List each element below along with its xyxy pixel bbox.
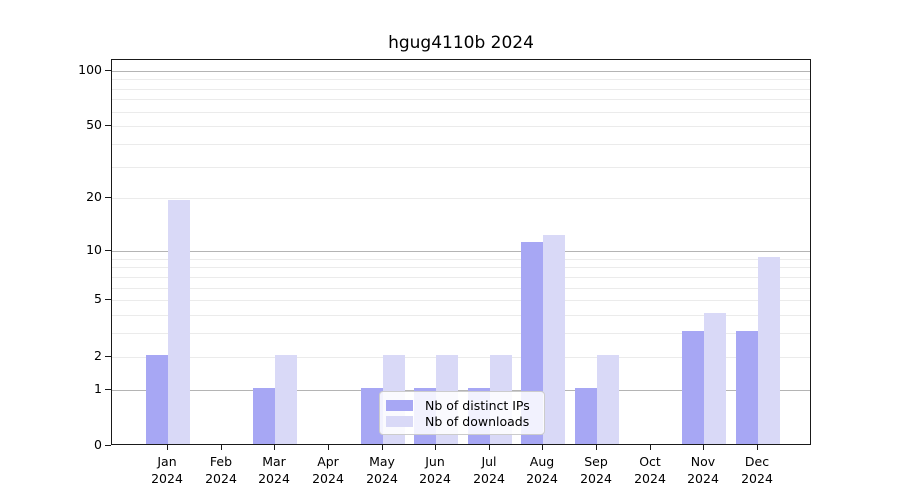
- y-tick-10: [105, 250, 111, 251]
- bar-distinct-ips-dec: [736, 331, 758, 444]
- bar-distinct-ips-sep: [575, 388, 597, 444]
- minor-gridline-6: [112, 288, 810, 289]
- x-tick-sep: [596, 445, 597, 450]
- y-tick-1: [105, 389, 111, 390]
- legend-swatch-distinct-ips-icon: [386, 399, 413, 411]
- bar-downloads-mar: [275, 355, 297, 444]
- bar-downloads-nov: [704, 313, 726, 444]
- bar-downloads-jan: [168, 200, 190, 444]
- chart-title: hgug4110b 2024: [388, 33, 534, 53]
- minor-gridline-9: [112, 259, 810, 260]
- minor-gridline-30: [112, 167, 810, 168]
- minor-gridline-90: [112, 79, 810, 80]
- y-tick-100: [105, 70, 111, 71]
- bar-downloads-dec: [758, 257, 780, 444]
- minor-gridline-20: [112, 198, 810, 199]
- y-tick-2: [105, 356, 111, 357]
- y-tick-label-10: 10: [86, 242, 102, 257]
- legend-item-downloads: Nb of downloads: [386, 413, 537, 429]
- x-tick-jul: [489, 445, 490, 450]
- x-tick-label-dec: Dec 2024: [741, 454, 773, 486]
- y-tick-label-20: 20: [86, 189, 102, 204]
- y-tick-label-100: 100: [78, 62, 102, 77]
- x-tick-nov: [703, 445, 704, 450]
- x-tick-dec: [757, 445, 758, 450]
- y-tick-50: [105, 125, 111, 126]
- y-tick-label-50: 50: [86, 117, 102, 132]
- legend-swatch-downloads-icon: [386, 415, 413, 427]
- bar-distinct-ips-mar: [253, 388, 275, 444]
- minor-gridline-8: [112, 267, 810, 268]
- y-tick-label-0: 0: [94, 437, 102, 452]
- x-tick-jun: [435, 445, 436, 450]
- legend: Nb of distinct IPs Nb of downloads: [379, 391, 545, 435]
- legend-label-downloads: Nb of downloads: [425, 413, 530, 429]
- x-tick-label-jan: Jan 2024: [151, 454, 183, 486]
- x-tick-label-apr: Apr 2024: [312, 454, 344, 486]
- x-tick-apr: [328, 445, 329, 450]
- y-tick-5: [105, 299, 111, 300]
- bar-downloads-aug: [543, 235, 565, 444]
- major-gridline-10: [112, 251, 810, 252]
- x-tick-oct: [650, 445, 651, 450]
- bar-distinct-ips-nov: [682, 331, 704, 444]
- bar-distinct-ips-may: [361, 388, 383, 444]
- x-tick-label-mar: Mar 2024: [258, 454, 290, 486]
- legend-label-distinct-ips: Nb of distinct IPs: [425, 397, 530, 413]
- x-tick-label-oct: Oct 2024: [634, 454, 666, 486]
- x-tick-may: [382, 445, 383, 450]
- minor-gridline-2: [112, 357, 810, 358]
- x-tick-aug: [542, 445, 543, 450]
- minor-gridline-70: [112, 99, 810, 100]
- minor-gridline-40: [112, 144, 810, 145]
- bar-downloads-sep: [597, 355, 619, 444]
- x-tick-mar: [274, 445, 275, 450]
- legend-item-distinct-ips: Nb of distinct IPs: [386, 397, 537, 413]
- y-tick-label-2: 2: [94, 348, 102, 363]
- x-tick-label-jul: Jul 2024: [473, 454, 505, 486]
- y-tick-0: [105, 445, 111, 446]
- major-gridline-1: [112, 390, 810, 391]
- minor-gridline-80: [112, 89, 810, 90]
- x-tick-label-nov: Nov 2024: [687, 454, 719, 486]
- x-tick-label-aug: Aug 2024: [526, 454, 558, 486]
- x-tick-jan: [167, 445, 168, 450]
- x-tick-label-may: May 2024: [366, 454, 398, 486]
- x-tick-label-jun: Jun 2024: [419, 454, 451, 486]
- plot-area: [111, 59, 811, 445]
- major-gridline-100: [112, 71, 810, 72]
- x-tick-feb: [221, 445, 222, 450]
- minor-gridline-7: [112, 277, 810, 278]
- y-tick-label-5: 5: [94, 291, 102, 306]
- bar-distinct-ips-jan: [146, 355, 168, 444]
- y-tick-20: [105, 197, 111, 198]
- x-tick-label-feb: Feb 2024: [205, 454, 237, 486]
- minor-gridline-5: [112, 300, 810, 301]
- minor-gridline-4: [112, 315, 810, 316]
- y-tick-label-1: 1: [94, 381, 102, 396]
- minor-gridline-60: [112, 112, 810, 113]
- x-tick-label-sep: Sep 2024: [580, 454, 612, 486]
- minor-gridline-3: [112, 333, 810, 334]
- minor-gridline-50: [112, 126, 810, 127]
